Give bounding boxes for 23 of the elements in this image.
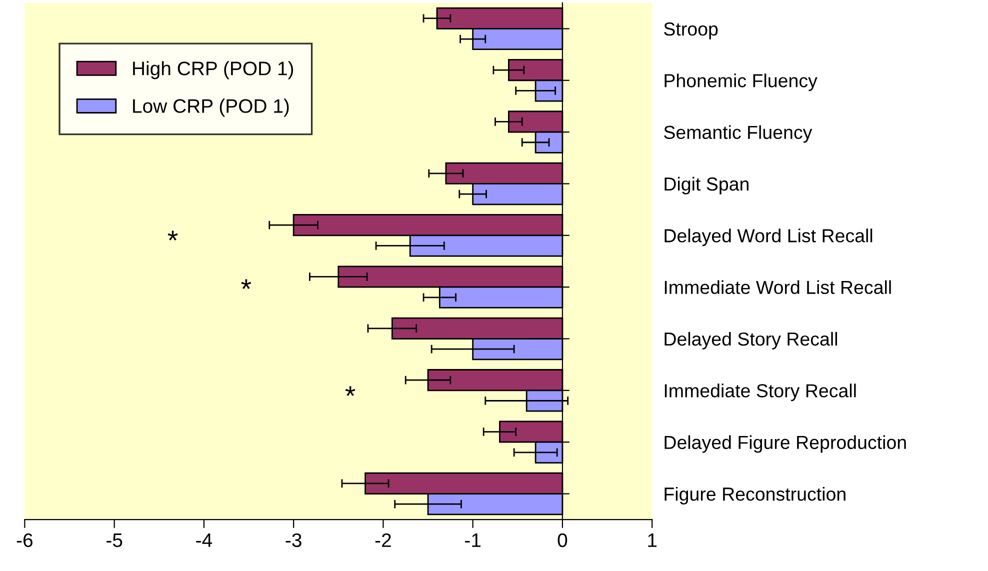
y-tick-label: Delayed Word List Recall <box>664 228 872 246</box>
y-tick-label: Delayed Figure Reproduction <box>664 435 906 453</box>
y-tick-label: Stroop <box>664 22 718 40</box>
x-tick-label: -2 <box>375 533 391 547</box>
y-tick-label: Immediate Story Recall <box>664 384 856 402</box>
x-tick-label: 0 <box>558 533 568 548</box>
legend-label: Low CRP (POD 1) <box>133 98 289 117</box>
y-tick-label: Phonemic Fluency <box>664 74 818 92</box>
x-tick-label: 1 <box>648 534 657 547</box>
y-tick-label: Immediate Word List Recall <box>664 280 891 294</box>
x-tick-label: -6 <box>16 533 32 548</box>
annotation: * <box>241 279 252 290</box>
y-tick-label: Delayed Story Recall <box>664 332 838 350</box>
x-tick-label: -3 <box>286 533 302 548</box>
y-tick-label: Digit Span <box>664 176 748 194</box>
annotation: * <box>345 386 356 396</box>
x-tick-label: -1 <box>465 534 481 547</box>
x-tick-label: -5 <box>106 534 122 548</box>
annotation: * <box>168 230 178 240</box>
y-tick-label: Semantic Fluency <box>664 125 812 143</box>
y-tick-label: Figure Reconstruction <box>664 486 846 504</box>
x-tick-label: -4 <box>196 534 212 547</box>
legend-label: High CRP (POD 1) <box>133 61 294 80</box>
